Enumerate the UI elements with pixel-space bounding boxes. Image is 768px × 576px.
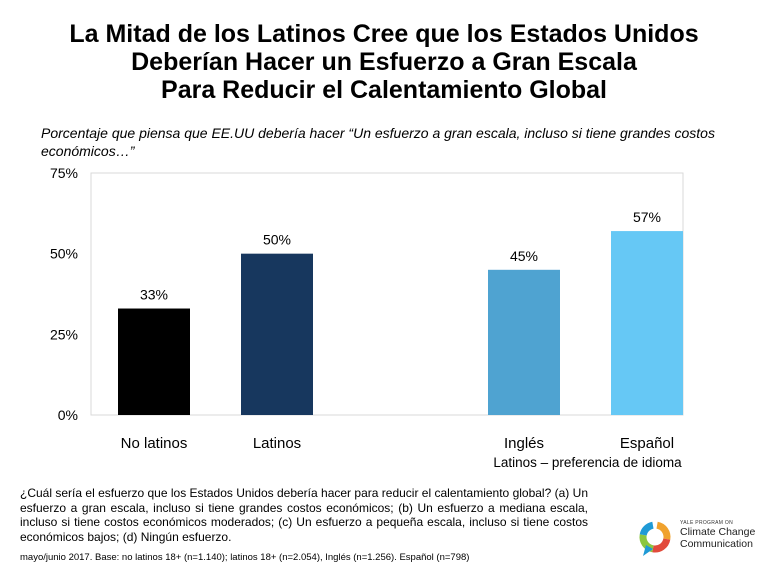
logo-line-1: Climate Change	[680, 526, 756, 538]
ycc-logo: YALE PROGRAM ON Climate Change Communica…	[638, 518, 758, 566]
bar-value-label: 45%	[510, 248, 538, 264]
title-line-3: Para Reducir el Calentamiento Global	[161, 76, 607, 104]
x-category-label: Latinos	[253, 435, 301, 452]
y-tick-label: 75%	[50, 165, 78, 181]
bar-value-label: 50%	[263, 232, 291, 248]
footnote: mayo/junio 2017. Base: no latinos 18+ (n…	[20, 552, 470, 563]
bar-1	[118, 308, 190, 415]
title-line-2: Deberían Hacer un Esfuerzo a Gran Escala	[131, 48, 637, 76]
logo-speech-tail	[643, 545, 653, 556]
x-group-label: Latinos – preferencia de idioma	[493, 455, 682, 470]
bar-4	[611, 231, 683, 415]
y-tick-label: 50%	[50, 246, 78, 262]
x-category-label: No latinos	[121, 435, 188, 452]
logo-ring-icon	[639, 521, 671, 556]
logo-arc-orange	[656, 521, 671, 540]
y-tick-label: 25%	[50, 326, 78, 342]
y-tick-label: 0%	[58, 407, 78, 423]
bar-3	[488, 269, 560, 415]
survey-question: ¿Cuál sería el esfuerzo que los Estados …	[20, 486, 588, 544]
x-category-label: Inglés	[504, 435, 544, 452]
bar-2	[241, 253, 313, 415]
chart-title: La Mitad de los Latinos Cree que los Est…	[20, 20, 748, 104]
bar-value-label: 57%	[633, 209, 661, 225]
logo-program-text: YALE PROGRAM ON	[680, 520, 734, 526]
bar-value-label: 33%	[140, 287, 168, 303]
logo-line-2: Communication	[680, 538, 753, 550]
logo-arc-blue	[639, 521, 654, 536]
logo-text: YALE PROGRAM ON Climate Change Communica…	[680, 520, 760, 550]
x-category-label: Español	[620, 435, 674, 452]
title-line-1: La Mitad de los Latinos Cree que los Est…	[69, 20, 699, 48]
chart-subtitle: Porcentaje que piensa que EE.UU debería …	[41, 125, 715, 159]
logo-arc-red	[652, 538, 671, 553]
